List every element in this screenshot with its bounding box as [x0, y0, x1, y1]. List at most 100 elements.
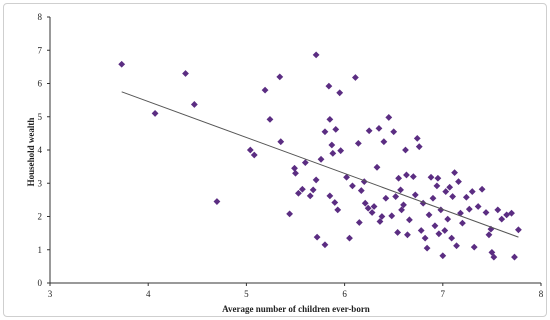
data-point [286, 210, 294, 218]
x-axis-title: Average number of children ever-born [222, 304, 370, 314]
data-point [276, 73, 284, 81]
data-point [435, 230, 443, 238]
data-point [403, 171, 410, 179]
data-point [433, 182, 441, 190]
data-point [511, 253, 518, 261]
data-point [321, 128, 329, 136]
data-point [462, 193, 470, 201]
data-point [355, 219, 363, 226]
data-point [498, 215, 506, 223]
data-point [413, 134, 421, 142]
y-tick-label: 3 [38, 178, 43, 188]
data-point [427, 173, 435, 181]
data-point [431, 222, 439, 230]
data-point [404, 231, 411, 239]
data-point [423, 244, 431, 252]
data-point [451, 169, 458, 177]
data-point [291, 164, 298, 172]
data-point [354, 139, 362, 147]
data-point [321, 241, 329, 249]
y-tick-label: 1 [38, 245, 43, 255]
data-point [312, 51, 320, 59]
data-point [313, 233, 321, 241]
data-point [334, 206, 342, 214]
data-point [213, 198, 221, 205]
data-point [292, 169, 299, 177]
data-point [380, 138, 388, 146]
data-point [352, 74, 359, 81]
x-tick-label: 4 [146, 289, 151, 299]
data-point [326, 192, 334, 200]
y-tick-label: 2 [38, 212, 43, 222]
data-point [392, 193, 400, 200]
y-tick-label: 5 [38, 112, 43, 122]
data-point [328, 141, 336, 149]
data-point [490, 253, 498, 261]
data-point [468, 188, 476, 195]
data-point [385, 114, 393, 121]
data-point [388, 212, 396, 220]
data-point [409, 173, 417, 180]
axes [49, 17, 541, 284]
data-point [312, 176, 320, 184]
data-point [368, 209, 376, 216]
data-point [298, 185, 306, 193]
x-tick-label: 8 [539, 289, 544, 299]
data-point [446, 183, 454, 191]
data-point [474, 203, 482, 210]
data-point [376, 218, 384, 225]
data-point [365, 127, 373, 135]
x-tick-label: 5 [244, 289, 249, 299]
data-point [397, 186, 404, 194]
data-point [444, 215, 452, 223]
x-axis-ticks: 3 4 5 6 7 8 [48, 283, 544, 299]
data-point [429, 194, 437, 202]
data-point [326, 116, 334, 123]
data-point [402, 146, 409, 154]
data-point [250, 151, 258, 159]
data-point [349, 182, 356, 190]
data-point [390, 128, 398, 136]
data-point [331, 199, 339, 206]
data-point [343, 173, 350, 181]
data-point [325, 82, 333, 90]
y-tick-label: 7 [38, 45, 43, 55]
y-tick-label: 0 [38, 278, 43, 288]
data-point [494, 206, 502, 214]
data-point [329, 149, 337, 157]
data-point [266, 116, 274, 123]
data-point [437, 206, 445, 214]
chart-frame [3, 3, 547, 317]
y-tick-label: 8 [38, 12, 43, 22]
data-point [373, 163, 381, 171]
x-tick-label: 3 [48, 289, 53, 299]
y-axis-title: Household wealth [26, 118, 36, 187]
data-point [317, 155, 325, 163]
data-point [439, 252, 447, 260]
data-point [508, 209, 515, 217]
data-point [442, 188, 450, 195]
data-point [346, 234, 353, 242]
data-point [465, 205, 473, 213]
data-point [306, 192, 314, 200]
data-point [415, 143, 423, 151]
data-point [361, 199, 369, 207]
data-point [485, 231, 493, 239]
data-point [382, 194, 390, 202]
y-tick-label: 6 [38, 79, 43, 89]
data-point [357, 187, 365, 194]
data-point [421, 234, 429, 242]
data-point [261, 86, 269, 94]
data-point [151, 110, 159, 117]
data-point [277, 138, 285, 146]
data-point [434, 174, 442, 182]
data-point [417, 227, 425, 234]
data-point [398, 206, 405, 214]
data-point [411, 191, 419, 199]
x-tick-label: 6 [342, 289, 347, 299]
data-point [441, 227, 449, 234]
data-point [503, 211, 511, 219]
data-point [395, 174, 403, 182]
data-point [482, 209, 490, 216]
